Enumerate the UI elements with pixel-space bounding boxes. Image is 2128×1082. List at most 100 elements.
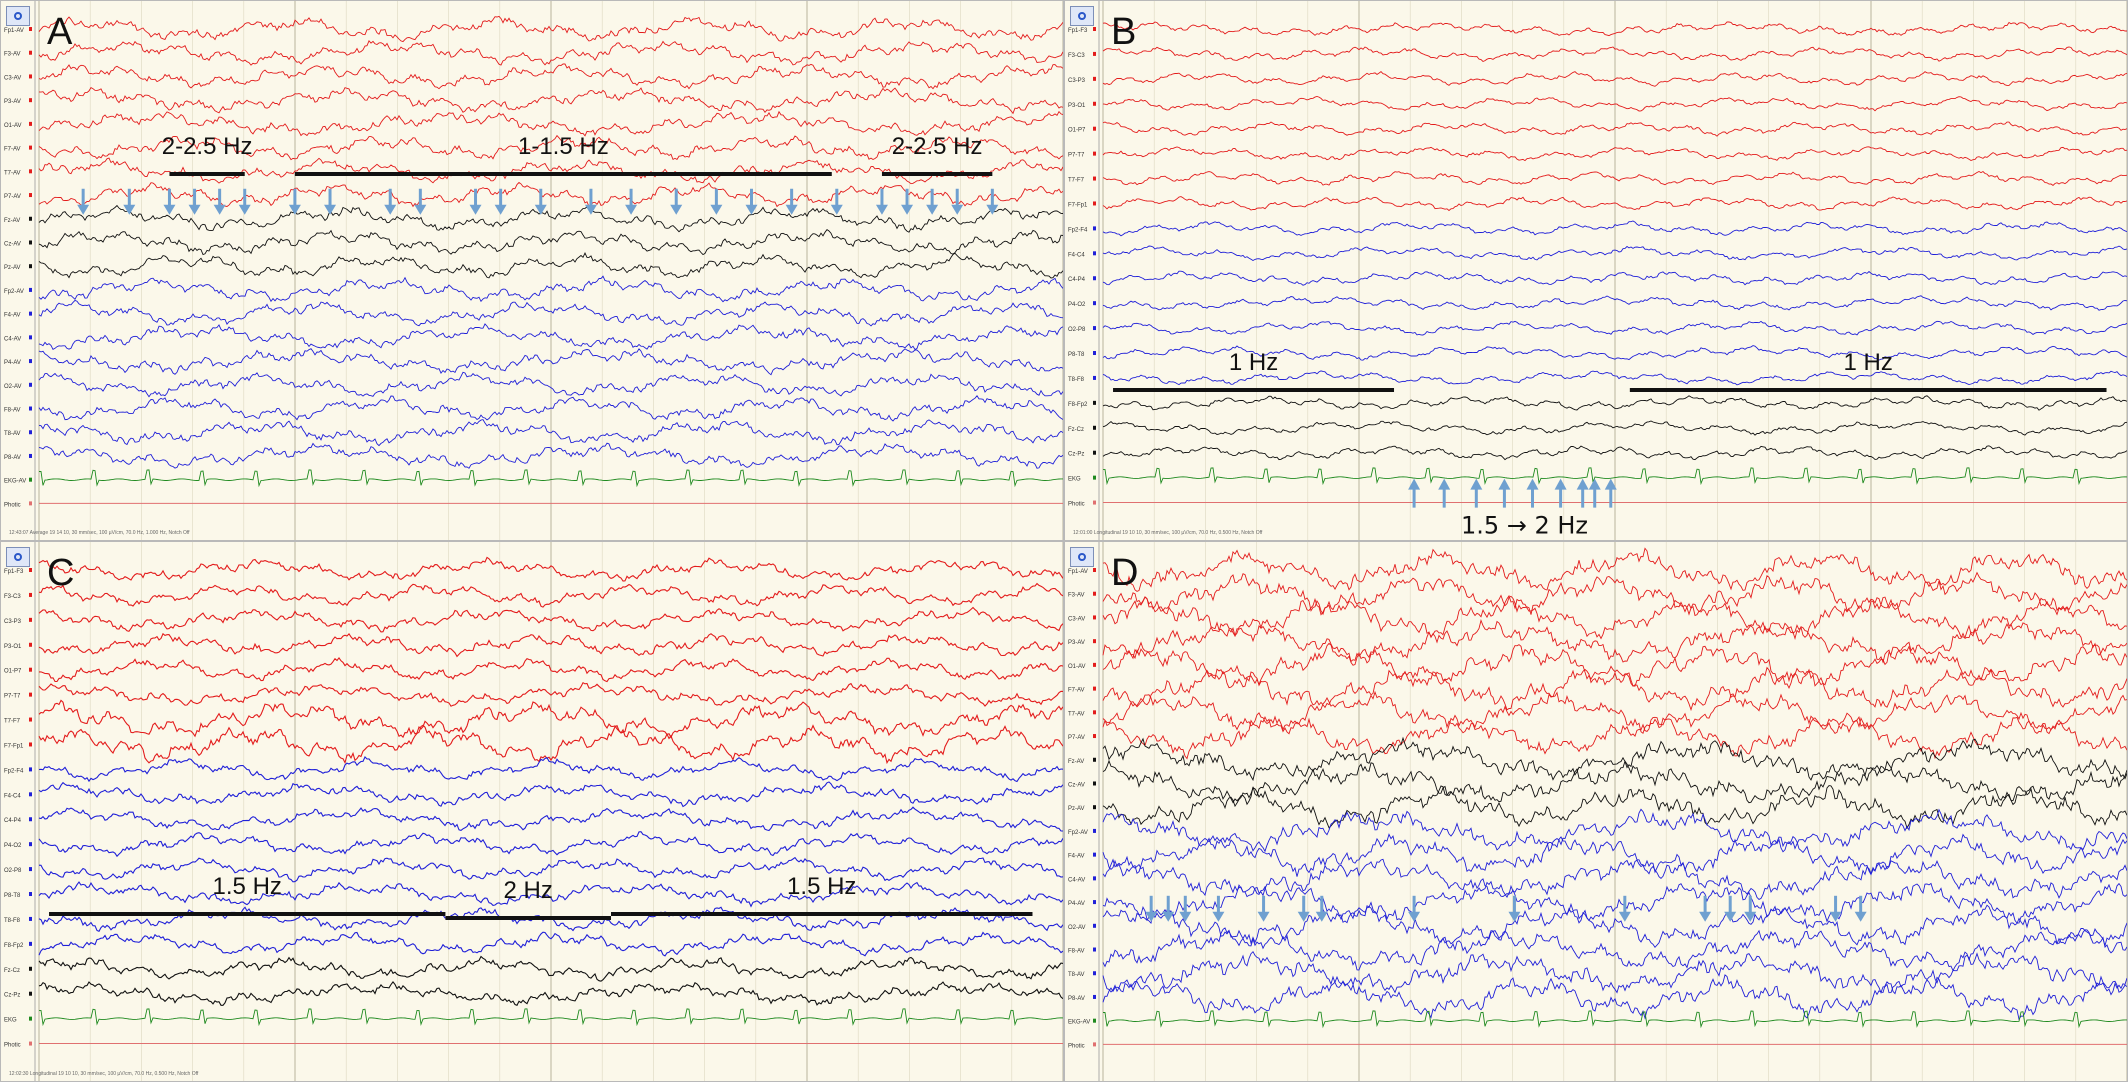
arrow-icon bbox=[324, 188, 337, 215]
ekg-trace bbox=[39, 469, 1063, 488]
arrow-icon bbox=[1257, 895, 1270, 922]
arrow-icon bbox=[986, 188, 999, 215]
channel-marker bbox=[1093, 151, 1096, 156]
channel-label: O2-P8 bbox=[4, 868, 22, 874]
channel-marker bbox=[1093, 781, 1096, 786]
channel-label: Fz-Cz bbox=[4, 968, 20, 974]
channel-label: P8-AV bbox=[4, 455, 21, 461]
channel-label: Photic bbox=[4, 502, 21, 508]
channel-label: Photic bbox=[1068, 502, 1085, 508]
channel-label: Photic bbox=[4, 1043, 21, 1049]
channel-marker bbox=[1093, 101, 1096, 106]
eeg-app-icon[interactable] bbox=[6, 547, 30, 567]
eeg-app-icon[interactable] bbox=[6, 6, 30, 26]
arrow-icon bbox=[188, 188, 201, 215]
eeg-trace bbox=[38, 134, 1063, 161]
channel-marker bbox=[29, 617, 32, 622]
channel-marker bbox=[1093, 852, 1096, 857]
channel-label: P4-AV bbox=[4, 360, 21, 366]
channel-marker bbox=[29, 817, 32, 822]
channel-label: P3-AV bbox=[1068, 640, 1085, 646]
eeg-app-icon[interactable] bbox=[1070, 6, 1094, 26]
eeg-trace bbox=[1102, 370, 2127, 386]
channel-marker bbox=[1093, 639, 1096, 644]
channel-label: Fz-AV bbox=[4, 218, 20, 224]
channel-marker bbox=[1093, 686, 1096, 691]
channel-marker bbox=[1093, 27, 1096, 31]
channel-marker bbox=[1093, 176, 1096, 181]
arrow-icon bbox=[1145, 895, 1158, 922]
arrow-icon bbox=[123, 188, 136, 215]
channel-label: P4-O2 bbox=[4, 843, 22, 849]
channel-marker bbox=[29, 642, 32, 647]
channel-label: EKG bbox=[4, 1018, 17, 1024]
eeg-trace bbox=[38, 181, 1063, 208]
arrow-icon bbox=[1576, 478, 1589, 508]
arrow-icon bbox=[1315, 895, 1328, 922]
frequency-label: 1.5 Hz bbox=[213, 873, 282, 900]
channel-marker bbox=[29, 477, 32, 482]
channel-marker bbox=[29, 742, 32, 747]
eeg-trace bbox=[39, 656, 1063, 683]
channel-label: F8-Fp2 bbox=[4, 943, 24, 949]
channel-label: P8-AV bbox=[1068, 996, 1085, 1002]
channel-marker bbox=[29, 568, 32, 572]
channel-label: Pz-AV bbox=[1068, 806, 1085, 812]
eeg-trace bbox=[1102, 46, 2127, 63]
channel-label: Cz-Pz bbox=[4, 993, 20, 999]
channel-label: Cz-Pz bbox=[1068, 452, 1084, 458]
channel-marker bbox=[29, 193, 32, 198]
frequency-label: 1-1.5 Hz bbox=[518, 133, 609, 160]
channel-marker bbox=[1093, 126, 1096, 131]
arrow-icon bbox=[213, 188, 226, 215]
eeg-trace bbox=[1102, 666, 2127, 712]
channel-marker bbox=[1093, 710, 1096, 715]
channel-marker bbox=[1093, 76, 1096, 81]
arrow-icon bbox=[1212, 895, 1225, 922]
channel-label: C4-P4 bbox=[1068, 277, 1086, 283]
arrow-icon bbox=[1526, 478, 1539, 508]
channel-marker bbox=[1093, 828, 1096, 833]
channel-label: T8-F8 bbox=[1068, 377, 1085, 383]
channel-label: T7-AV bbox=[1068, 711, 1085, 717]
eeg-trace bbox=[1102, 833, 2127, 877]
channel-marker bbox=[29, 892, 32, 897]
eeg-trace bbox=[1102, 245, 2127, 262]
channel-marker bbox=[29, 311, 32, 316]
eeg-trace bbox=[1102, 714, 2127, 760]
channel-label: O1-P7 bbox=[4, 669, 22, 675]
eeg-traces-b: Fp1-F3 F3-C3 C3-P3 P3-O1 O1-P7 P7-T7 T7-F7 F7-F… bbox=[1068, 1, 2127, 540]
arrow-icon bbox=[1554, 478, 1567, 508]
arrow-icon bbox=[494, 188, 507, 215]
eeg-trace bbox=[38, 724, 1063, 765]
arrow-icon bbox=[414, 188, 427, 215]
arrow-icon bbox=[1438, 478, 1451, 508]
channel-label: T7-F7 bbox=[1068, 178, 1085, 184]
eeg-trace bbox=[38, 299, 1063, 327]
arrow-icon bbox=[1744, 895, 1757, 922]
panel-label: A bbox=[47, 11, 73, 53]
channel-label: P3-AV bbox=[4, 99, 21, 105]
eeg-trace bbox=[1102, 295, 2127, 311]
eeg-app-icon[interactable] bbox=[1070, 547, 1094, 567]
channel-marker bbox=[29, 264, 32, 269]
channel-marker bbox=[1093, 876, 1096, 881]
channel-label: Fp2-F4 bbox=[1068, 227, 1088, 233]
channel-label: C4-P4 bbox=[4, 818, 22, 824]
channel-label: O2-AV bbox=[1068, 925, 1086, 931]
arrow-icon bbox=[1508, 895, 1521, 922]
channel-marker bbox=[29, 50, 32, 55]
channel-marker bbox=[1093, 251, 1096, 256]
eeg-traces-d: Fp1-AV F3-AV C3-AV P3-AV O1-AV F7-AV T7-AV P7-A… bbox=[1068, 542, 2127, 1081]
channel-marker bbox=[29, 767, 32, 772]
channel-label: F4-AV bbox=[4, 313, 21, 319]
channel-marker bbox=[29, 592, 32, 597]
eeg-trace bbox=[1102, 571, 2127, 616]
channel-label: Cz-AV bbox=[1068, 782, 1085, 788]
eeg-trace bbox=[1102, 71, 2127, 87]
recording-settings: 12:43:07 Average 19 14 10, 30 mm/sec, 10… bbox=[9, 530, 190, 536]
eeg-trace bbox=[38, 582, 1063, 608]
eeg-trace bbox=[1102, 880, 2127, 925]
channel-marker bbox=[29, 359, 32, 364]
channel-marker bbox=[29, 382, 32, 387]
